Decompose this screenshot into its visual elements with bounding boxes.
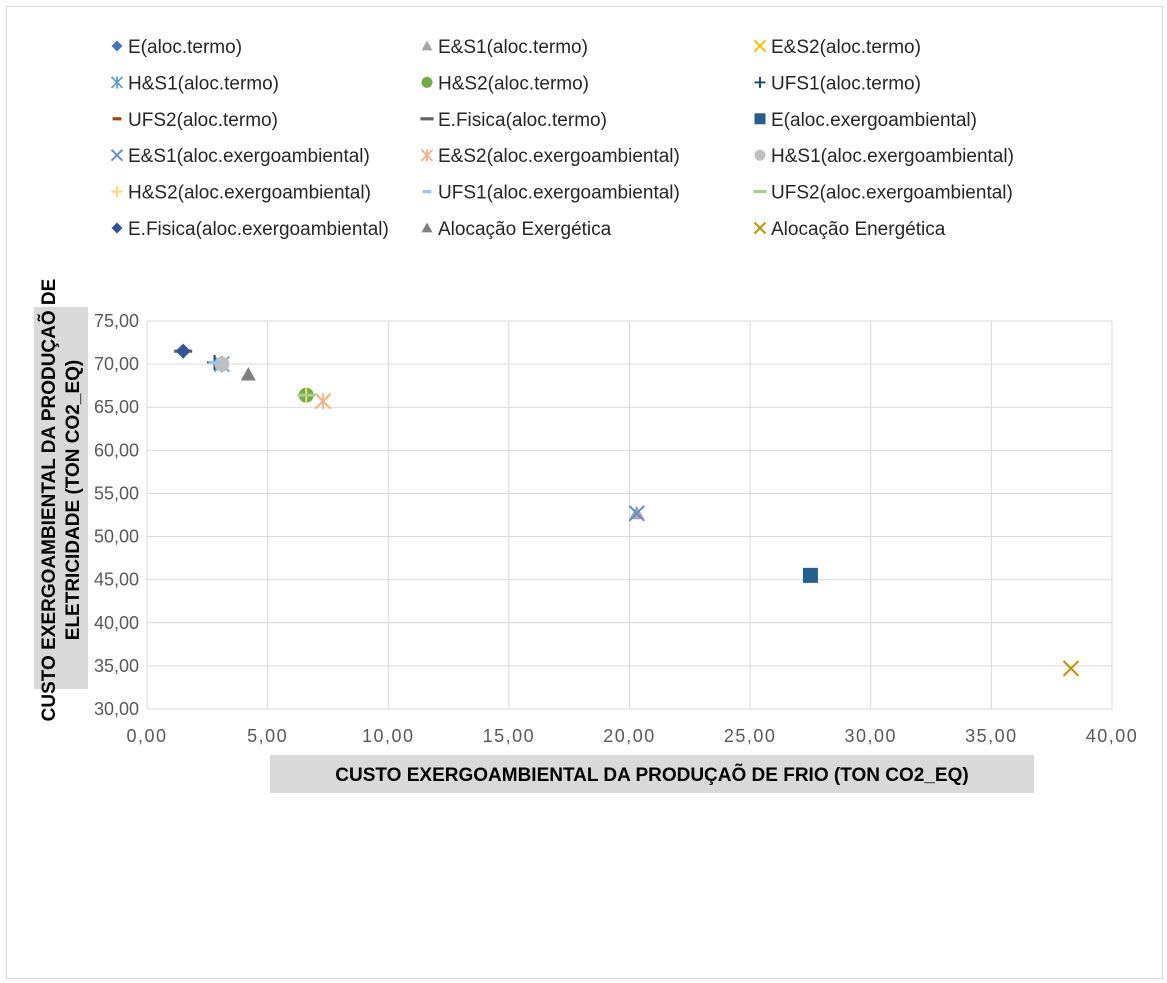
legend-label: H&S1(aloc.exergoambiental) [771,146,1014,167]
legend-marker-icon [753,221,767,235]
legend-item: E.Fisica(aloc.exergoambiental) [111,219,389,240]
data-point [214,356,230,372]
legend-item: H&S2(aloc.termo) [421,73,589,94]
legend-item: H&S2(aloc.exergoambiental) [111,183,371,204]
chart-frame: E(aloc.termo) E&S1(aloc.termo) E&S2(aloc.t… [6,6,1163,979]
legend-marker-icon [753,190,767,194]
legend-marker-icon [110,76,124,89]
y-tick-label: 55,00 [94,483,139,503]
legend-marker-icon [421,40,433,51]
legend-item: H&S1(aloc.termo) [110,73,279,94]
legend-label: E.Fisica(aloc.exergoambiental) [128,219,389,240]
x-axis-title-background [270,755,1034,793]
y-tick-label: 30,00 [94,699,139,719]
y-axis-ticks: 30,00 35,00 40,00 45,00 50,00 55,00 60,00 65,00… [94,311,139,719]
legend-item: E(aloc.termo) [111,37,242,58]
data-point [314,392,332,410]
legend-label: UFS1(aloc.exergoambiental) [438,183,680,204]
x-tick-label: 25,00 [724,726,777,746]
scatter-chart: E(aloc.termo) E&S1(aloc.termo) E&S2(aloc.t… [34,37,1139,793]
x-tick-label: 40,00 [1086,726,1139,746]
y-tick-label: 35,00 [94,656,139,676]
legend-item: UFS2(aloc.exergoambiental) [753,183,1013,204]
x-tick-label: 15,00 [483,726,536,746]
legend-label: E(aloc.termo) [128,37,242,58]
gridlines [146,320,1113,710]
y-tick-label: 50,00 [94,527,139,547]
legend-item: UFS1(aloc.termo) [754,73,921,94]
legend-item: E.Fisica(aloc.termo) [420,110,607,131]
legend-marker-icon [111,40,123,52]
x-tick-label: 20,00 [603,726,656,746]
legend-label: Alocação Exergética [438,219,612,240]
legend-label: H&S1(aloc.termo) [128,73,279,94]
data-point [1062,660,1080,677]
data-point [175,343,191,359]
legend-label: E.Fisica(aloc.termo) [438,110,607,131]
legend-item: UFS1(aloc.exergoambiental) [422,183,680,204]
y-tick-label: 75,00 [94,311,139,331]
x-tick-label: 35,00 [965,726,1018,746]
legend-marker-icon [112,117,122,121]
y-tick-label: 60,00 [94,440,139,460]
y-axis-title-background [34,307,88,689]
data-point [208,360,221,364]
y-axis-title-line-2: ELETRICIDADE (TON CO2_EQ) [63,360,84,640]
legend-label: E&S1(aloc.exergoambiental) [128,146,370,167]
y-tick-label: 65,00 [94,397,139,417]
legend-marker-icon [111,186,123,198]
data-point [802,567,818,583]
legend-item: E&S2(aloc.termo) [753,37,921,58]
x-axis-title: CUSTO EXERGOAMBIENTAL DA PRODUÇAÕ DE FRI… [335,764,968,786]
legend-label: H&S2(aloc.exergoambiental) [128,183,371,204]
x-tick-label: 0,00 [126,726,167,746]
legend-marker-icon [754,76,766,88]
x-tick-label: 30,00 [844,726,897,746]
y-tick-label: 70,00 [94,354,139,374]
legend-label: E&S1(aloc.termo) [438,37,588,58]
legend-label: E&S2(aloc.exergoambiental) [438,146,680,167]
legend-label: UFS1(aloc.termo) [771,73,921,94]
legend-marker-icon [422,190,432,194]
legend-marker-icon [753,39,767,53]
legend-marker-icon [754,113,766,125]
legend-marker-icon [420,117,434,121]
legend-item: Alocação Energética [753,219,946,240]
legend-marker-icon [421,76,433,88]
legend-item: UFS2(aloc.termo) [112,110,278,131]
legend-label: H&S2(aloc.termo) [438,73,589,94]
y-axis-title-line-1: CUSTO EXERGOAMBIENTAL DA PRODUÇAÕ DE [38,279,60,722]
legend-marker-icon [754,149,766,161]
legend-label: UFS2(aloc.termo) [128,110,278,131]
legend-marker-icon [110,148,124,162]
data-points [174,343,1080,677]
legend-item: E&S1(aloc.exergoambiental) [110,146,370,167]
data-point [240,366,256,381]
x-tick-label: 5,00 [247,726,288,746]
legend-marker-icon [421,222,433,233]
legend-label: E&S2(aloc.termo) [771,37,921,58]
legend-label: Alocação Energética [771,219,946,240]
legend-item: E&S1(aloc.termo) [421,37,588,58]
x-axis-ticks: 0,00 5,00 10,00 15,00 20,00 25,00 30,00 35,00 40… [126,726,1139,746]
legend-item: Alocação Exergética [421,219,612,240]
legend-marker-icon [420,149,434,162]
data-point [297,393,316,397]
y-tick-label: 40,00 [94,613,139,633]
data-point [628,505,645,522]
legend-item: H&S1(aloc.exergoambiental) [754,146,1014,167]
legend: E(aloc.termo) E&S1(aloc.termo) E&S2(aloc.t… [110,37,1014,240]
legend-marker-icon [111,222,123,234]
x-tick-label: 10,00 [362,726,415,746]
legend-item: E(aloc.exergoambiental) [754,110,977,131]
y-tick-label: 45,00 [94,570,139,590]
legend-label: UFS2(aloc.exergoambiental) [771,183,1013,204]
legend-item: E&S2(aloc.exergoambiental) [420,146,680,167]
legend-label: E(aloc.exergoambiental) [771,110,977,131]
